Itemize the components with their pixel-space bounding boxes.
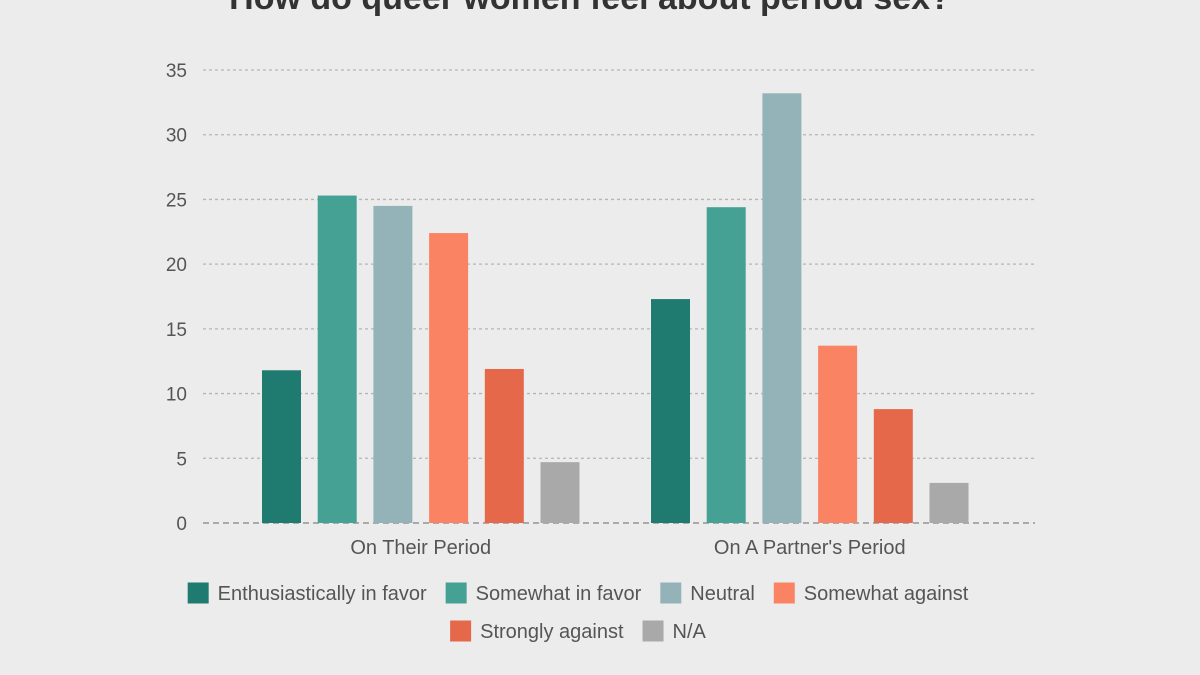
legend: Enthusiastically in favor Somewhat in fav… (187, 582, 969, 643)
legend-swatch (445, 582, 467, 604)
legend-label: Neutral (690, 583, 754, 605)
legend-label: Enthusiastically in favor (218, 583, 427, 605)
legend-swatch (773, 582, 795, 604)
y-tick-label: 0 (176, 514, 187, 535)
legend-label: Somewhat in favor (476, 583, 642, 605)
y-tick-label: 5 (176, 449, 187, 470)
bar (929, 482, 969, 523)
legend-label: N/A (673, 621, 707, 643)
bar (373, 205, 413, 523)
bar (262, 370, 301, 523)
y-tick-label: 35 (166, 61, 187, 82)
bar (317, 195, 357, 523)
y-tick-label: 10 (166, 385, 187, 406)
legend-swatch (187, 582, 209, 604)
bar (818, 345, 858, 523)
bar (484, 368, 524, 523)
legend-label: Somewhat against (804, 583, 969, 605)
chart-title: How do queer women feel about period sex… (229, 0, 951, 17)
bar (540, 462, 580, 523)
y-tick-label: 20 (166, 255, 187, 276)
category-label: On Their Period (350, 537, 491, 559)
y-tick-label: 30 (166, 126, 187, 147)
bar (706, 207, 746, 524)
legend-swatch (450, 620, 472, 642)
category-labels: On Their Period On A Partner's Period (350, 537, 905, 559)
legend-swatch (660, 582, 682, 604)
bar (762, 93, 802, 523)
bars (262, 93, 969, 524)
category-label: On A Partner's Period (714, 537, 906, 559)
legend-swatch (642, 620, 664, 642)
bar (651, 299, 690, 523)
y-tick-label: 15 (166, 320, 187, 341)
bar (873, 409, 913, 523)
y-tick-label: 25 (166, 190, 187, 211)
bar (429, 233, 469, 523)
y-axis-ticks: 0 5 10 15 20 25 30 35 (166, 61, 187, 535)
legend-label: Strongly against (480, 621, 624, 643)
